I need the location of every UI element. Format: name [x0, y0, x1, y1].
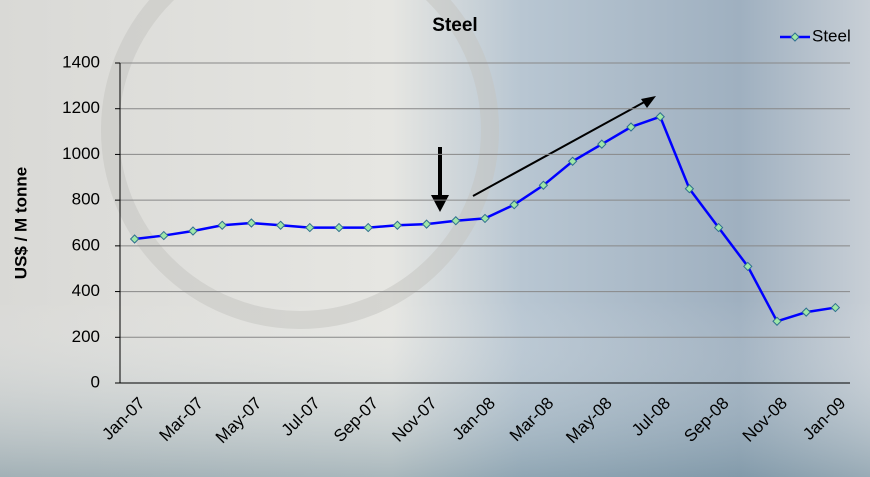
y-tick-label: 400	[72, 281, 100, 300]
background-shade	[0, 300, 870, 477]
legend-label: Steel	[812, 26, 851, 45]
y-tick-label: 800	[72, 190, 100, 209]
chart-title: Steel	[432, 15, 477, 36]
y-tick-label: 1200	[62, 98, 100, 117]
chart: Steel US$ / M tonne 0 200 400 600 800 1000 120…	[0, 0, 870, 477]
y-tick-label: 200	[72, 327, 100, 346]
y-tick-label: 1400	[62, 52, 100, 71]
y-tick-label: 0	[91, 372, 100, 391]
y-tick-label: 600	[72, 235, 100, 254]
y-tick-label: 1000	[62, 144, 100, 163]
y-axis-label: US$ / M tonne	[11, 167, 30, 279]
